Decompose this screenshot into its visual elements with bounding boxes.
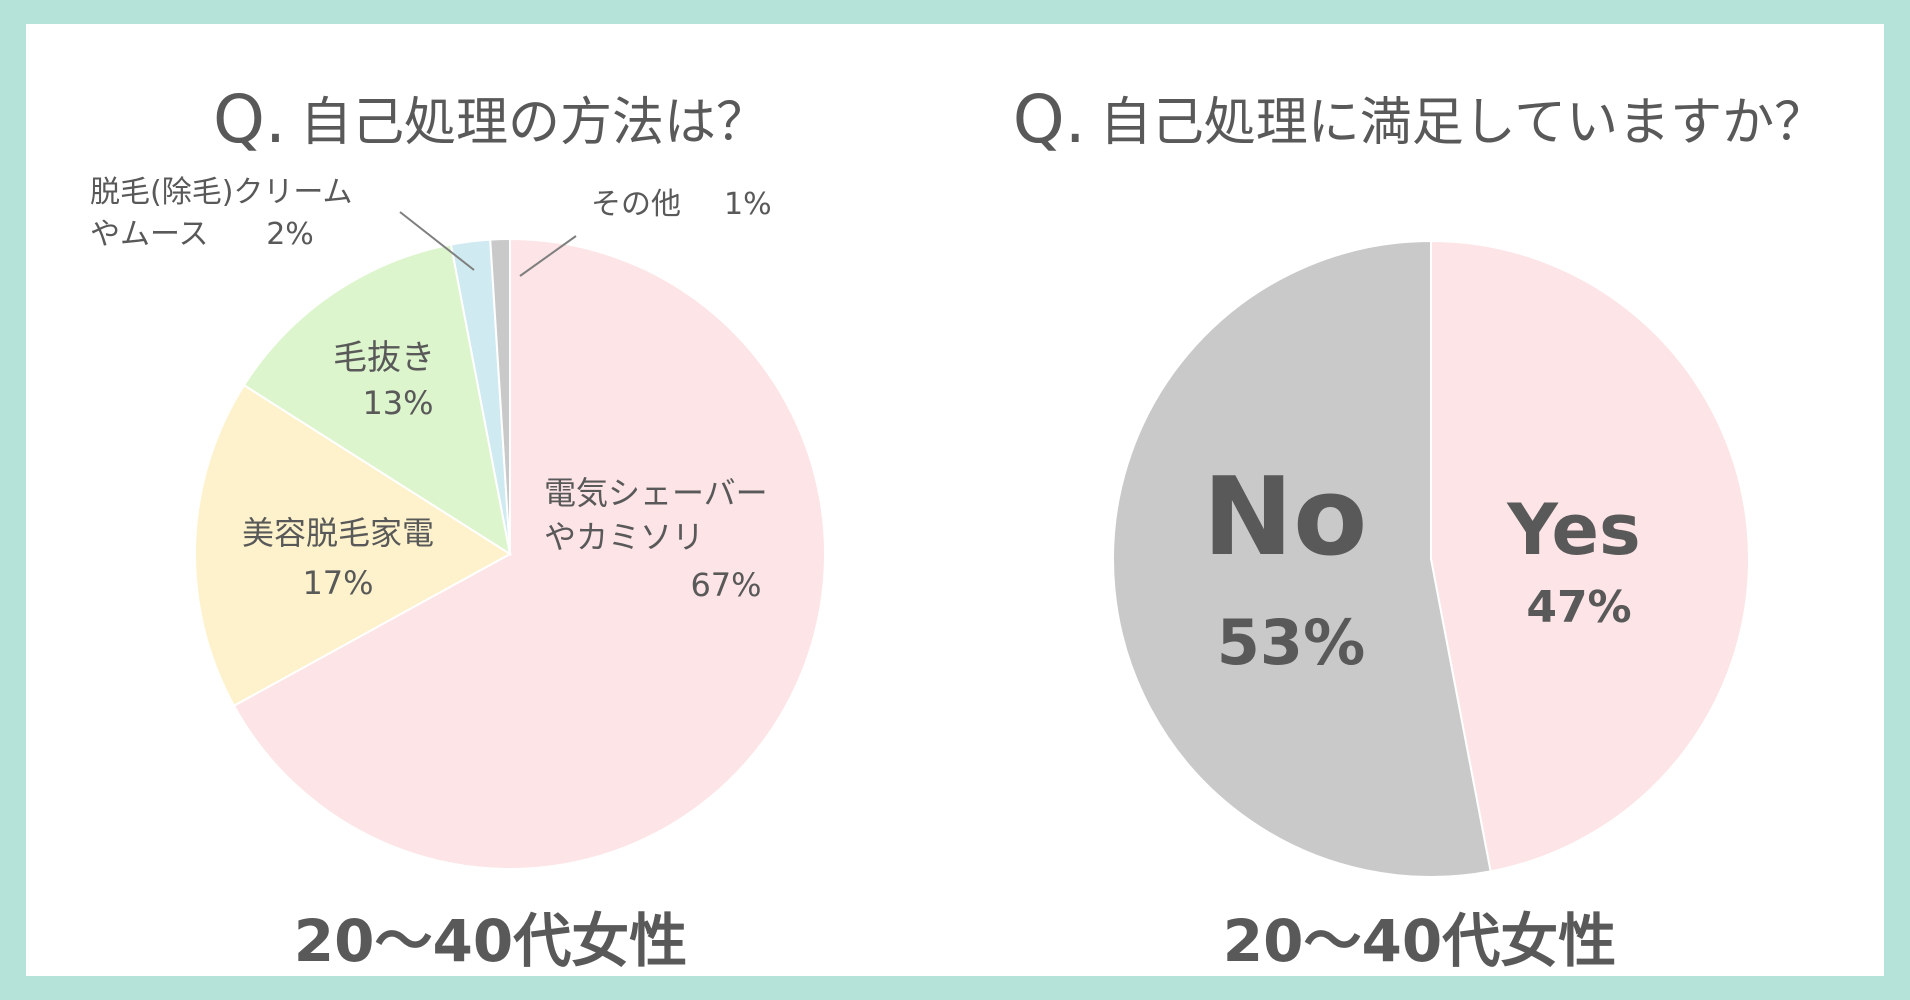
chart-title-text: 自己処理に満足していますか？	[1099, 93, 1827, 153]
slice-label: No	[1203, 455, 1368, 580]
pie-slice	[1430, 239, 1750, 873]
question-mark-label: Q.	[213, 81, 286, 158]
pie-slice	[232, 237, 826, 870]
pie-chart-satisfaction: Yes 47% No 53%	[1111, 239, 1750, 878]
chart-panel-method: Q. 自己処理の方法は？ 電気シェーバー やカミソリ 67% 美容脱毛家電 17% 毛抜き 1…	[26, 24, 955, 976]
pie-slice	[1111, 239, 1492, 878]
leader-line	[519, 235, 577, 277]
pie-slice	[242, 243, 512, 557]
slice-value-label: 17%	[302, 564, 373, 602]
slice-label: 美容脱毛家電	[242, 514, 434, 552]
group-label: 20〜40代女性	[293, 907, 688, 975]
slice-value-label: 67%	[690, 566, 761, 604]
slice-label: 毛抜き	[333, 338, 435, 378]
slice-label: 脱毛(除毛)クリーム	[90, 175, 353, 210]
pie-slice	[489, 237, 511, 555]
slice-value-label: 1%	[724, 187, 772, 222]
slice-value-label: 53%	[1217, 606, 1365, 679]
slice-label: 電気シェーバー	[544, 474, 768, 512]
slice-label: やムース	[90, 217, 209, 252]
leader-line	[399, 211, 475, 271]
slice-label: やカミソリ	[544, 518, 704, 556]
pie-slice	[194, 383, 512, 708]
slice-value-label: 47%	[1526, 582, 1631, 633]
question-mark-label: Q.	[1012, 81, 1086, 158]
chart-title-text: 自己処理の方法は？	[299, 93, 768, 153]
group-label: 20〜40代女性	[1222, 907, 1617, 975]
chart-title: Q. 自己処理に満足していますか？	[955, 80, 1884, 158]
slice-label: その他	[591, 187, 681, 222]
slice-value-label: 2%	[266, 217, 314, 252]
chart-frame: Q. 自己処理の方法は？ 電気シェーバー やカミソリ 67% 美容脱毛家電 17% 毛抜き 1…	[26, 24, 1884, 976]
chart-title: Q. 自己処理の方法は？	[26, 80, 955, 158]
slice-label: Yes	[1506, 489, 1640, 571]
chart-panel-satisfaction: Q. 自己処理に満足していますか？ Yes 47% No 53% 20〜40代女性	[955, 24, 1884, 976]
slice-value-label: 13%	[362, 384, 433, 422]
